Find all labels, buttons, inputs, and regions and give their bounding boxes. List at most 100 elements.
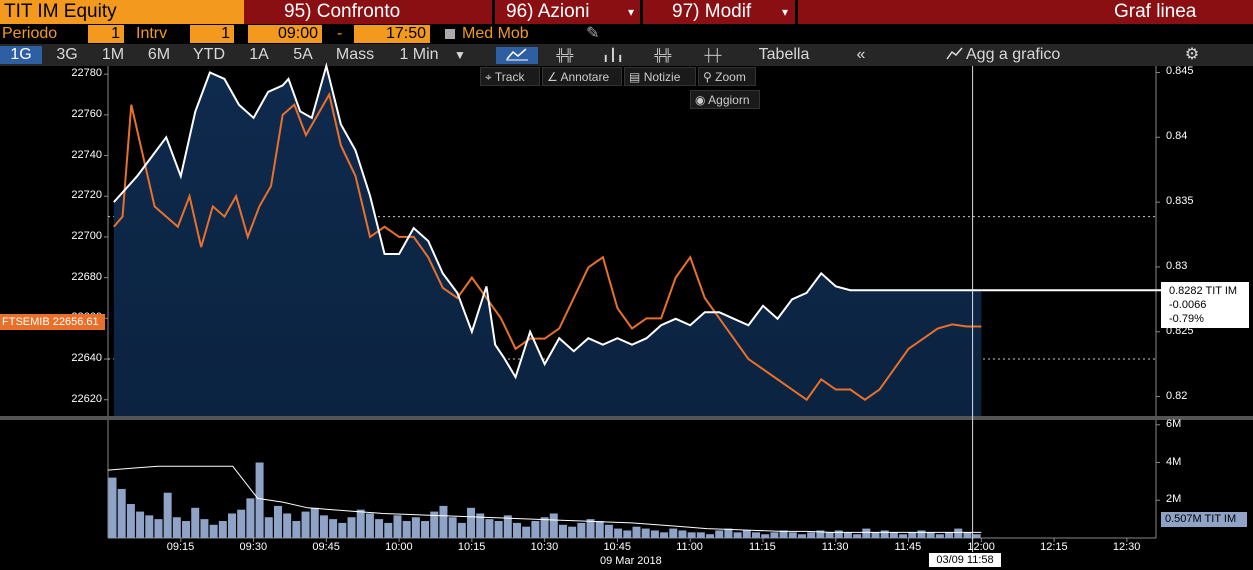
x-tick-label: 12:00: [967, 541, 995, 553]
volume-bar: [917, 530, 926, 538]
security-title[interactable]: TIT IM Equity: [0, 0, 244, 24]
left-tick-label: 22780: [71, 67, 102, 80]
volume-bar: [788, 532, 797, 538]
tab-1min[interactable]: 1 Min: [399, 46, 439, 63]
volume-tick-label: 6M: [1166, 417, 1182, 430]
tabella-button[interactable]: Tabella: [758, 46, 810, 63]
panel-divider: [0, 416, 1253, 420]
separator: [795, 0, 798, 24]
volume-bar: [926, 532, 935, 538]
notizie-label: Notizie: [643, 70, 681, 84]
tit-price-box: 0.8282 TIT IM -0.0066 -0.79%: [1161, 282, 1249, 328]
track-button[interactable]: ⌖ Track: [480, 67, 540, 86]
notizie-button[interactable]: ▤ Notizie: [624, 67, 696, 86]
track-label: Track: [494, 70, 525, 84]
volume-avg-line: [107, 465, 982, 533]
tab-1m[interactable]: 1M: [101, 46, 125, 63]
annotare-button[interactable]: ∠ Annotare: [542, 67, 622, 86]
periodo-input[interactable]: 1: [88, 25, 124, 43]
agg-grafico-button[interactable]: Agg a grafico: [966, 46, 1061, 63]
tit-change: -0.0066: [1169, 299, 1207, 311]
modif-menu[interactable]: 97) Modif: [672, 1, 752, 22]
x-tick-label: 09:45: [312, 541, 340, 553]
left-tick-label: 22680: [71, 270, 102, 283]
volume-bar: [871, 532, 880, 538]
volume-bar: [531, 521, 540, 538]
volume-bar: [301, 511, 310, 538]
volume-bar: [319, 515, 328, 538]
tit-line: [113, 62, 982, 380]
tab-mass[interactable]: Mass: [335, 46, 375, 63]
periodo-label: Periodo: [2, 25, 58, 42]
volume-bar: [347, 517, 356, 538]
pencil-icon[interactable]: ✎: [586, 25, 600, 42]
volume-bar: [540, 517, 549, 538]
left-tick-label: 22620: [71, 392, 102, 405]
track-icon: ⌖: [485, 70, 492, 84]
volume-bar: [972, 534, 981, 538]
volume-bar: [586, 519, 595, 538]
volume-bar: [457, 522, 466, 538]
interval-dropdown-icon[interactable]: ▼: [454, 48, 466, 62]
volume-bar: [880, 530, 889, 538]
volume-bar: [650, 530, 659, 538]
add-chart-icon[interactable]: [944, 46, 966, 64]
tab-1g[interactable]: 1G: [0, 46, 42, 64]
volume-bar: [273, 505, 282, 538]
separator: [640, 0, 643, 24]
settings-gear-icon[interactable]: ⚙: [1184, 46, 1200, 63]
volume-bar: [678, 530, 687, 538]
hlc-chart-icon[interactable]: ┼┼: [704, 48, 722, 62]
volume-bar: [733, 532, 742, 538]
time-dash: -: [337, 25, 343, 42]
tab-ytd[interactable]: YTD: [193, 46, 225, 63]
line-chart-icon[interactable]: [496, 47, 538, 64]
volume-bars: [107, 462, 982, 538]
volume-bar: [963, 532, 972, 538]
left-tick-label: 22640: [71, 352, 102, 365]
start-time-input[interactable]: 09:00: [248, 25, 322, 43]
ohlc-chart-icon[interactable]: ╬╬: [654, 48, 672, 62]
right-tick-label: 0.845: [1166, 65, 1194, 78]
volume-bar: [467, 507, 476, 538]
bar-chart-icon[interactable]: ╻┃╻: [602, 48, 624, 62]
volume-bar: [237, 509, 246, 538]
confronto-menu[interactable]: 95) Confronto: [284, 1, 401, 22]
tab-3g[interactable]: 3G: [56, 46, 78, 63]
volume-bar: [503, 515, 512, 538]
volume-tick-label: 2M: [1166, 493, 1182, 506]
volume-bar: [108, 477, 117, 538]
aggiorn-button[interactable]: ◉ Aggiorn: [690, 90, 760, 109]
med-mob-checkbox[interactable]: [445, 29, 455, 39]
volume-bar: [669, 528, 678, 538]
x-tick-label: 10:00: [385, 541, 413, 553]
series-lines: [113, 62, 1161, 402]
modif-dropdown-icon[interactable]: ▾: [782, 5, 789, 19]
tab-6m[interactable]: 6M: [147, 46, 171, 63]
volume-bar: [163, 492, 172, 538]
volume-bar: [825, 532, 834, 538]
tab-1a[interactable]: 1A: [249, 46, 269, 63]
volume-bar: [200, 519, 209, 538]
back-button[interactable]: «: [856, 46, 866, 63]
x-tick-label: 09:30: [239, 541, 268, 553]
chart-toolbar: 1G 3G 1M 6M YTD 1A 5A Mass 1 Min ▼ ╬╬ ╻┃…: [0, 44, 1253, 66]
azioni-menu[interactable]: 96) Azioni: [506, 1, 590, 22]
chart-frame: [0, 66, 1253, 542]
intrv-input[interactable]: 1: [190, 25, 234, 43]
zoom-button[interactable]: ⚲ Zoom: [698, 67, 756, 86]
volume-bar: [292, 521, 301, 538]
volume-bar: [641, 528, 650, 538]
tab-5a[interactable]: 5A: [293, 46, 313, 63]
volume-bar: [182, 521, 191, 538]
volume-bar: [577, 522, 586, 538]
candle-chart-icon[interactable]: ╬╬: [556, 48, 574, 62]
right-tick-label: 0.83: [1166, 259, 1188, 272]
volume-bar: [136, 511, 145, 538]
x-tick-label: 10:45: [603, 541, 631, 553]
date-label: 09 Mar 2018: [600, 555, 662, 567]
x-tick-label: 10:30: [530, 541, 559, 553]
azioni-dropdown-icon[interactable]: ▾: [628, 5, 635, 19]
volume-bar: [448, 517, 457, 538]
end-time-input[interactable]: 17:50: [354, 25, 430, 43]
